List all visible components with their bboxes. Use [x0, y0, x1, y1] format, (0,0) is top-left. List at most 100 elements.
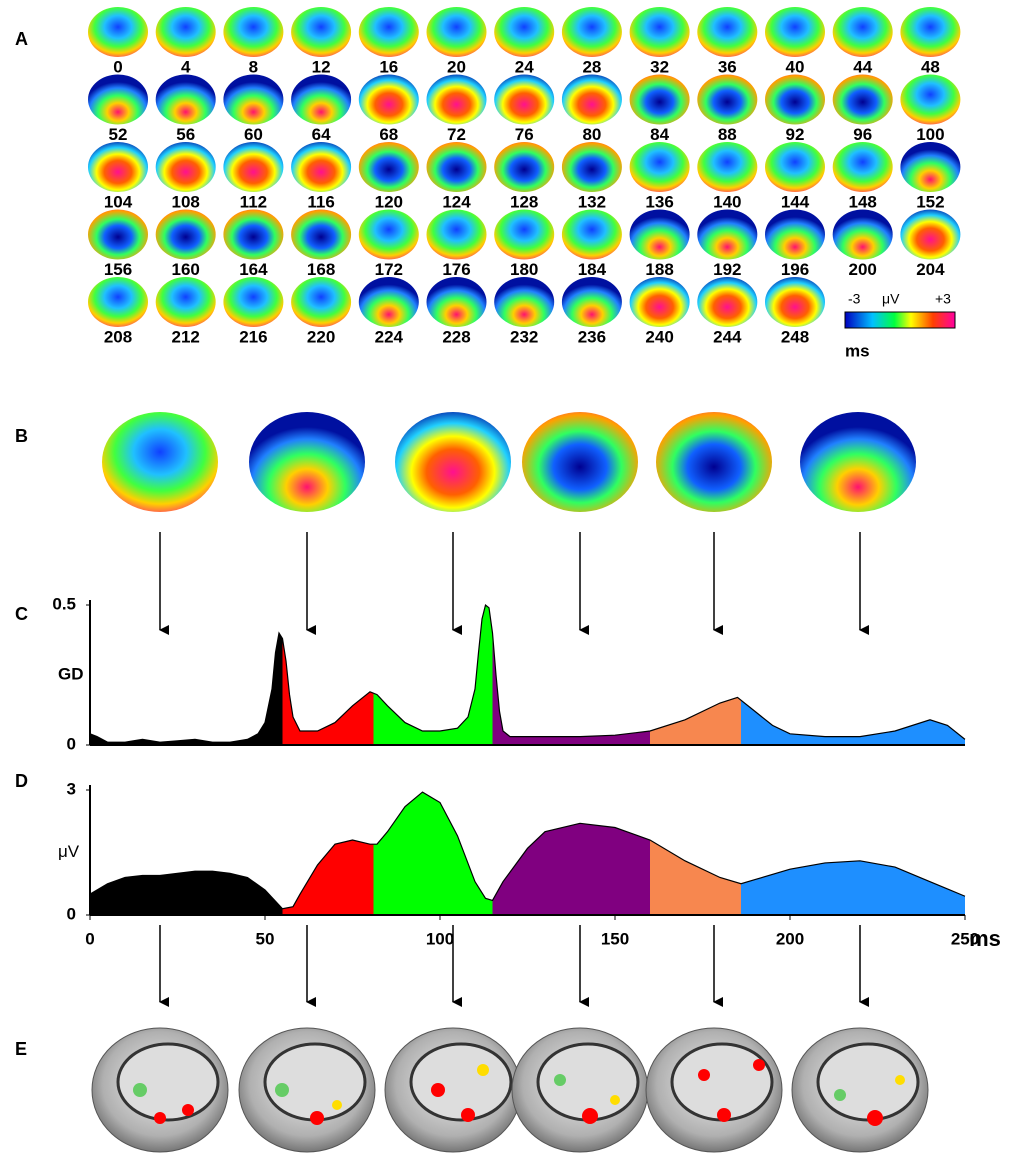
- topomap: [697, 277, 758, 327]
- topomap: [291, 7, 352, 57]
- topomap: [561, 277, 622, 327]
- time-label: 52: [109, 125, 128, 144]
- topomap: [223, 277, 284, 327]
- topomap: [900, 142, 961, 192]
- topomap: [494, 7, 555, 57]
- segment-fill: [90, 792, 283, 915]
- topomap: [697, 74, 758, 125]
- segment-fill: [650, 605, 741, 745]
- x-tick-label: 150: [601, 929, 629, 948]
- time-label: 84: [650, 125, 669, 144]
- topomaps-b: [102, 412, 916, 512]
- topomap: [765, 142, 825, 192]
- time-label: 220: [307, 327, 335, 346]
- panel-label: C: [15, 604, 28, 624]
- time-label: 16: [379, 57, 398, 76]
- time-label: 196: [781, 260, 809, 279]
- time-label: 216: [239, 327, 267, 346]
- topomap: [494, 209, 555, 260]
- time-label: 96: [853, 125, 872, 144]
- topomap: [88, 142, 148, 192]
- time-label: 44: [853, 57, 872, 76]
- time-label: 152: [916, 192, 944, 211]
- topomap: [155, 74, 216, 125]
- time-label: 236: [578, 327, 606, 346]
- x-tick-label: 0: [85, 929, 94, 948]
- topomap: [765, 209, 825, 260]
- time-label: 208: [104, 327, 132, 346]
- topomap: [832, 209, 893, 260]
- layout: [91, 412, 929, 1153]
- time-label: 164: [239, 260, 268, 279]
- time-label: 168: [307, 260, 335, 279]
- arrows: [159, 532, 869, 1007]
- time-label: 80: [582, 125, 601, 144]
- segment-fill: [90, 605, 283, 745]
- time-label: 200: [849, 260, 877, 279]
- topomap: [155, 209, 216, 260]
- time-label: 36: [718, 57, 737, 76]
- colorbar-unit: μV: [882, 291, 900, 307]
- topomap: [697, 142, 758, 192]
- x-tick-label: 250: [951, 929, 979, 948]
- time-unit: ms: [845, 341, 870, 360]
- y-tick-label: 0: [67, 904, 76, 923]
- time-label: 244: [713, 327, 742, 346]
- brains: [91, 1027, 929, 1153]
- time-label: 128: [510, 192, 538, 211]
- time-label: 184: [578, 260, 607, 279]
- colorbar-min: -3: [848, 291, 861, 307]
- topomap: [223, 209, 284, 260]
- time-label: 12: [312, 57, 331, 76]
- topomap: [358, 7, 419, 57]
- topomap: [426, 209, 487, 260]
- topomap: [697, 7, 758, 57]
- time-label: 124: [442, 192, 471, 211]
- segment-fill: [741, 792, 965, 915]
- time-label: 160: [172, 260, 200, 279]
- topomap: [900, 7, 961, 57]
- x-tick-label: 50: [256, 929, 275, 948]
- topomap: [629, 142, 690, 192]
- topomap: [88, 7, 148, 57]
- panel-label: A: [15, 29, 28, 49]
- topomap: [291, 209, 352, 260]
- segment-fill: [492, 792, 650, 915]
- topomap: [494, 142, 555, 192]
- topomap: [629, 7, 690, 57]
- time-label: 188: [645, 260, 673, 279]
- time-label: 32: [650, 57, 669, 76]
- time-label: 232: [510, 327, 538, 346]
- time-label: 24: [515, 57, 534, 76]
- time-label: 40: [786, 57, 805, 76]
- time-label: 4: [181, 57, 191, 76]
- time-label: 148: [849, 192, 877, 211]
- time-label: 224: [375, 327, 404, 346]
- time-label: 204: [916, 260, 945, 279]
- segment-fill: [373, 605, 493, 745]
- panel-label: D: [15, 771, 28, 791]
- topomap: [697, 209, 758, 260]
- topomap: [291, 74, 352, 125]
- topomap: [629, 277, 690, 327]
- y-tick-label: 0.5: [52, 594, 76, 613]
- y-axis-label: GD: [58, 664, 84, 683]
- colorbar-max: +3: [935, 291, 951, 307]
- time-label: 156: [104, 260, 132, 279]
- time-label: 64: [312, 125, 331, 144]
- x-tick-label: 100: [426, 929, 454, 948]
- topomap: [561, 7, 622, 57]
- topomap: [494, 74, 555, 125]
- topomap: [223, 142, 284, 192]
- time-label: 240: [645, 327, 673, 346]
- panel-label: E: [15, 1039, 27, 1059]
- topomap: [358, 142, 419, 192]
- time-label: 120: [375, 192, 403, 211]
- topomap: [832, 74, 893, 125]
- segment-fill: [741, 605, 965, 745]
- segment-fill: [650, 792, 741, 915]
- topomap: [900, 74, 961, 125]
- topomap: [291, 142, 352, 192]
- topomap: [832, 142, 893, 192]
- time-label: 88: [718, 125, 737, 144]
